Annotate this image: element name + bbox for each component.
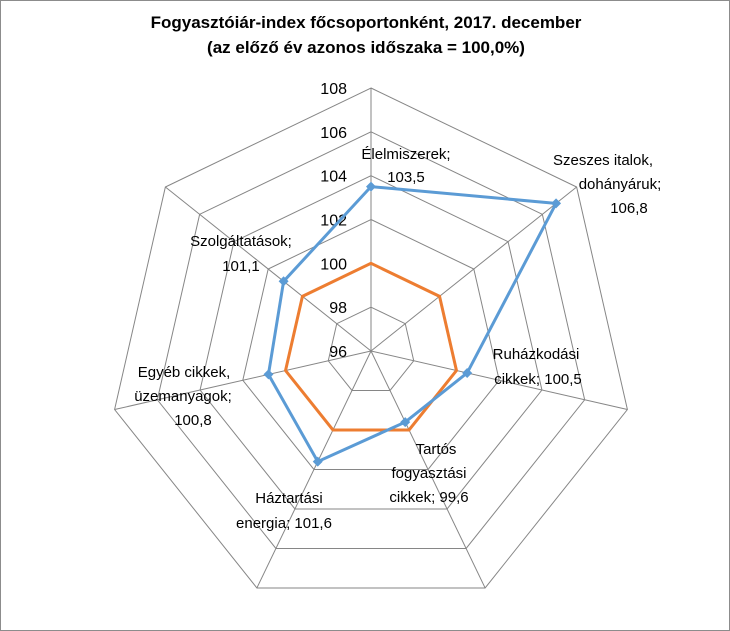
data-label: 106,8 [610,200,648,217]
data-point-marker [551,198,562,209]
data-point-marker [462,367,473,378]
data-label: cikkek; 99,6 [389,489,468,506]
data-label: Egyéb cikkek, [138,364,231,381]
grid-ring [156,131,586,549]
data-label: Ruházkodási [493,346,580,363]
series-line [266,185,559,464]
axis-spoke [370,186,577,352]
data-label: 100,8 [174,412,212,429]
axis-spoke [114,350,372,411]
data-label: üzemanyagok; [134,388,232,405]
tick-label: 108 [320,81,347,98]
tick-label: 102 [320,213,347,230]
data-label: Háztartási [255,490,323,507]
grid-ring [242,218,500,470]
tick-label: 100 [320,256,347,273]
data-label: dohányáruk; [579,176,662,193]
data-label: Szeszes italok, [553,152,653,169]
grid-ring [327,306,415,391]
data-point-marker [312,456,323,467]
series-line [283,261,459,432]
grid-ring [114,87,628,589]
data-label: Élelmiszerek; [361,146,450,163]
tick-label: 96 [329,344,347,361]
data-label: 103,5 [387,169,425,186]
chart-subtitle: (az előző év azonos időszaka = 100,0%) [207,38,525,57]
data-label: energia; 101,6 [236,515,332,532]
data-label: 101,1 [222,258,260,275]
data-point-marker [278,276,289,287]
tick-label: 106 [320,125,347,142]
grid-ring [199,175,543,510]
data-label: fogyasztási [391,465,466,482]
data-point-marker [400,417,411,428]
data-label: Szolgáltatások; [190,233,292,250]
data-point-marker [366,181,376,192]
tick-label: 104 [320,169,347,186]
axis-spoke [370,350,486,589]
chart-title: Fogyasztóiár-index főcsoportonként, 2017… [150,13,582,32]
tick-label: 98 [329,300,347,317]
data-point-marker [263,369,274,380]
axis-spoke [256,350,372,589]
data-label: Tartós [416,441,457,458]
data-label: cikkek; 100,5 [494,371,582,388]
axis-spoke [370,350,628,411]
axis-spoke [165,186,372,352]
